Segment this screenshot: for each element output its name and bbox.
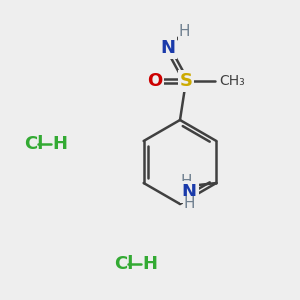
Text: Cl: Cl	[114, 255, 134, 273]
Text: O: O	[147, 72, 162, 90]
Text: H: H	[179, 24, 190, 39]
Text: N: N	[160, 39, 175, 57]
Text: H: H	[184, 196, 195, 211]
Text: H: H	[52, 135, 68, 153]
Text: H: H	[142, 255, 158, 273]
Text: Cl: Cl	[24, 135, 44, 153]
Text: N: N	[182, 183, 197, 201]
Text: S: S	[179, 72, 193, 90]
Text: H: H	[181, 174, 192, 189]
Text: CH₃: CH₃	[219, 74, 245, 88]
